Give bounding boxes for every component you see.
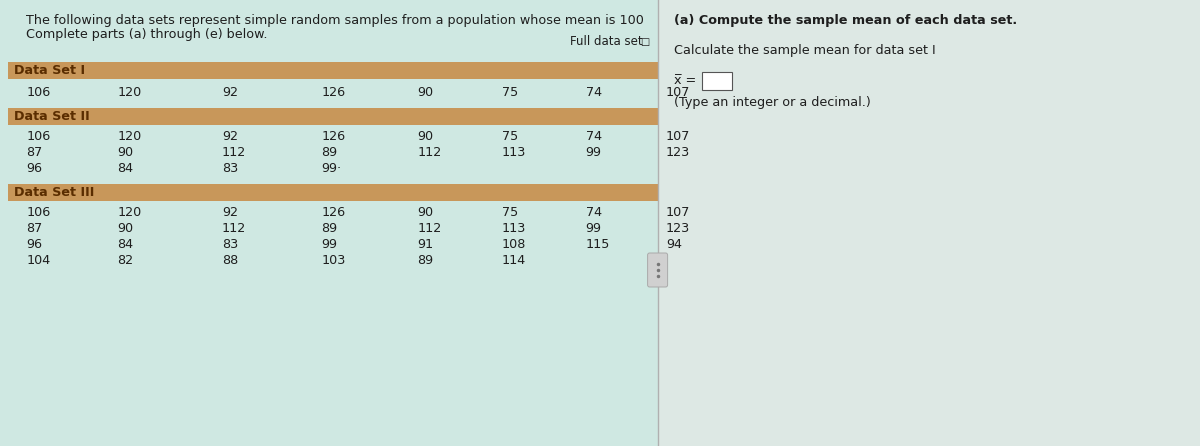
Text: 99: 99	[586, 145, 601, 158]
Text: 75: 75	[502, 206, 518, 219]
Text: 90: 90	[418, 129, 433, 143]
Text: Data Set I: Data Set I	[14, 64, 85, 77]
Bar	[8, 62, 658, 79]
Text: Data Set III: Data Set III	[14, 186, 95, 199]
Text: 106: 106	[26, 129, 50, 143]
Text: 126: 126	[322, 206, 346, 219]
Text: 75: 75	[502, 86, 518, 99]
Text: Complete parts (a) through (e) below.: Complete parts (a) through (e) below.	[26, 28, 268, 41]
Text: 126: 126	[322, 86, 346, 99]
Text: 112: 112	[222, 145, 246, 158]
Text: 92: 92	[222, 86, 238, 99]
Text: Calculate the sample mean for data set I: Calculate the sample mean for data set I	[673, 44, 935, 57]
Text: 120: 120	[118, 206, 142, 219]
Bar	[658, 0, 1200, 446]
Text: 99·: 99·	[322, 161, 342, 174]
Text: Data Set II: Data Set II	[14, 110, 90, 123]
Text: 112: 112	[418, 145, 442, 158]
Bar	[8, 108, 658, 125]
Text: 89: 89	[322, 145, 337, 158]
FancyBboxPatch shape	[648, 253, 667, 287]
Text: 112: 112	[222, 222, 246, 235]
Text: 84: 84	[118, 238, 133, 251]
Text: 90: 90	[418, 206, 433, 219]
Bar	[702, 72, 732, 90]
Text: 113: 113	[502, 145, 526, 158]
Text: 74: 74	[586, 86, 601, 99]
Text: 84: 84	[118, 161, 133, 174]
Text: 83: 83	[222, 161, 239, 174]
Text: 96: 96	[26, 238, 42, 251]
Text: Full data set: Full data set	[570, 35, 642, 48]
Text: 123: 123	[666, 222, 690, 235]
Text: 112: 112	[418, 222, 442, 235]
Text: 91: 91	[418, 238, 433, 251]
Text: 107: 107	[666, 206, 690, 219]
Text: x̅ =: x̅ =	[673, 74, 696, 87]
Text: 89: 89	[322, 222, 337, 235]
Text: 114: 114	[502, 253, 526, 267]
Text: 107: 107	[666, 129, 690, 143]
Text: 87: 87	[26, 222, 43, 235]
Text: 83: 83	[222, 238, 239, 251]
Text: 94: 94	[666, 238, 682, 251]
Text: (a) Compute the sample mean of each data set.: (a) Compute the sample mean of each data…	[673, 14, 1016, 27]
Text: 89: 89	[418, 253, 433, 267]
Text: 123: 123	[666, 145, 690, 158]
Text: (Type an integer or a decimal.): (Type an integer or a decimal.)	[673, 96, 870, 109]
Text: 115: 115	[586, 238, 610, 251]
Bar	[8, 184, 658, 201]
Text: 120: 120	[118, 129, 142, 143]
Text: 90: 90	[118, 145, 133, 158]
Text: 75: 75	[502, 129, 518, 143]
Text: 104: 104	[26, 253, 50, 267]
Text: 92: 92	[222, 129, 238, 143]
Text: 106: 106	[26, 206, 50, 219]
Text: □: □	[641, 37, 650, 47]
Text: 120: 120	[118, 86, 142, 99]
Text: 107: 107	[666, 86, 690, 99]
Text: 113: 113	[502, 222, 526, 235]
Text: 82: 82	[118, 253, 133, 267]
Text: 126: 126	[322, 129, 346, 143]
Text: 106: 106	[26, 86, 50, 99]
Text: 87: 87	[26, 145, 43, 158]
Text: 108: 108	[502, 238, 526, 251]
Text: 99: 99	[322, 238, 337, 251]
Text: The following data sets represent simple random samples from a population whose : The following data sets represent simple…	[26, 14, 644, 27]
Text: 74: 74	[586, 206, 601, 219]
Text: 99: 99	[586, 222, 601, 235]
Text: 88: 88	[222, 253, 239, 267]
Text: 92: 92	[222, 206, 238, 219]
Text: 103: 103	[322, 253, 346, 267]
Text: 90: 90	[118, 222, 133, 235]
Text: 96: 96	[26, 161, 42, 174]
Text: 74: 74	[586, 129, 601, 143]
Text: 90: 90	[418, 86, 433, 99]
